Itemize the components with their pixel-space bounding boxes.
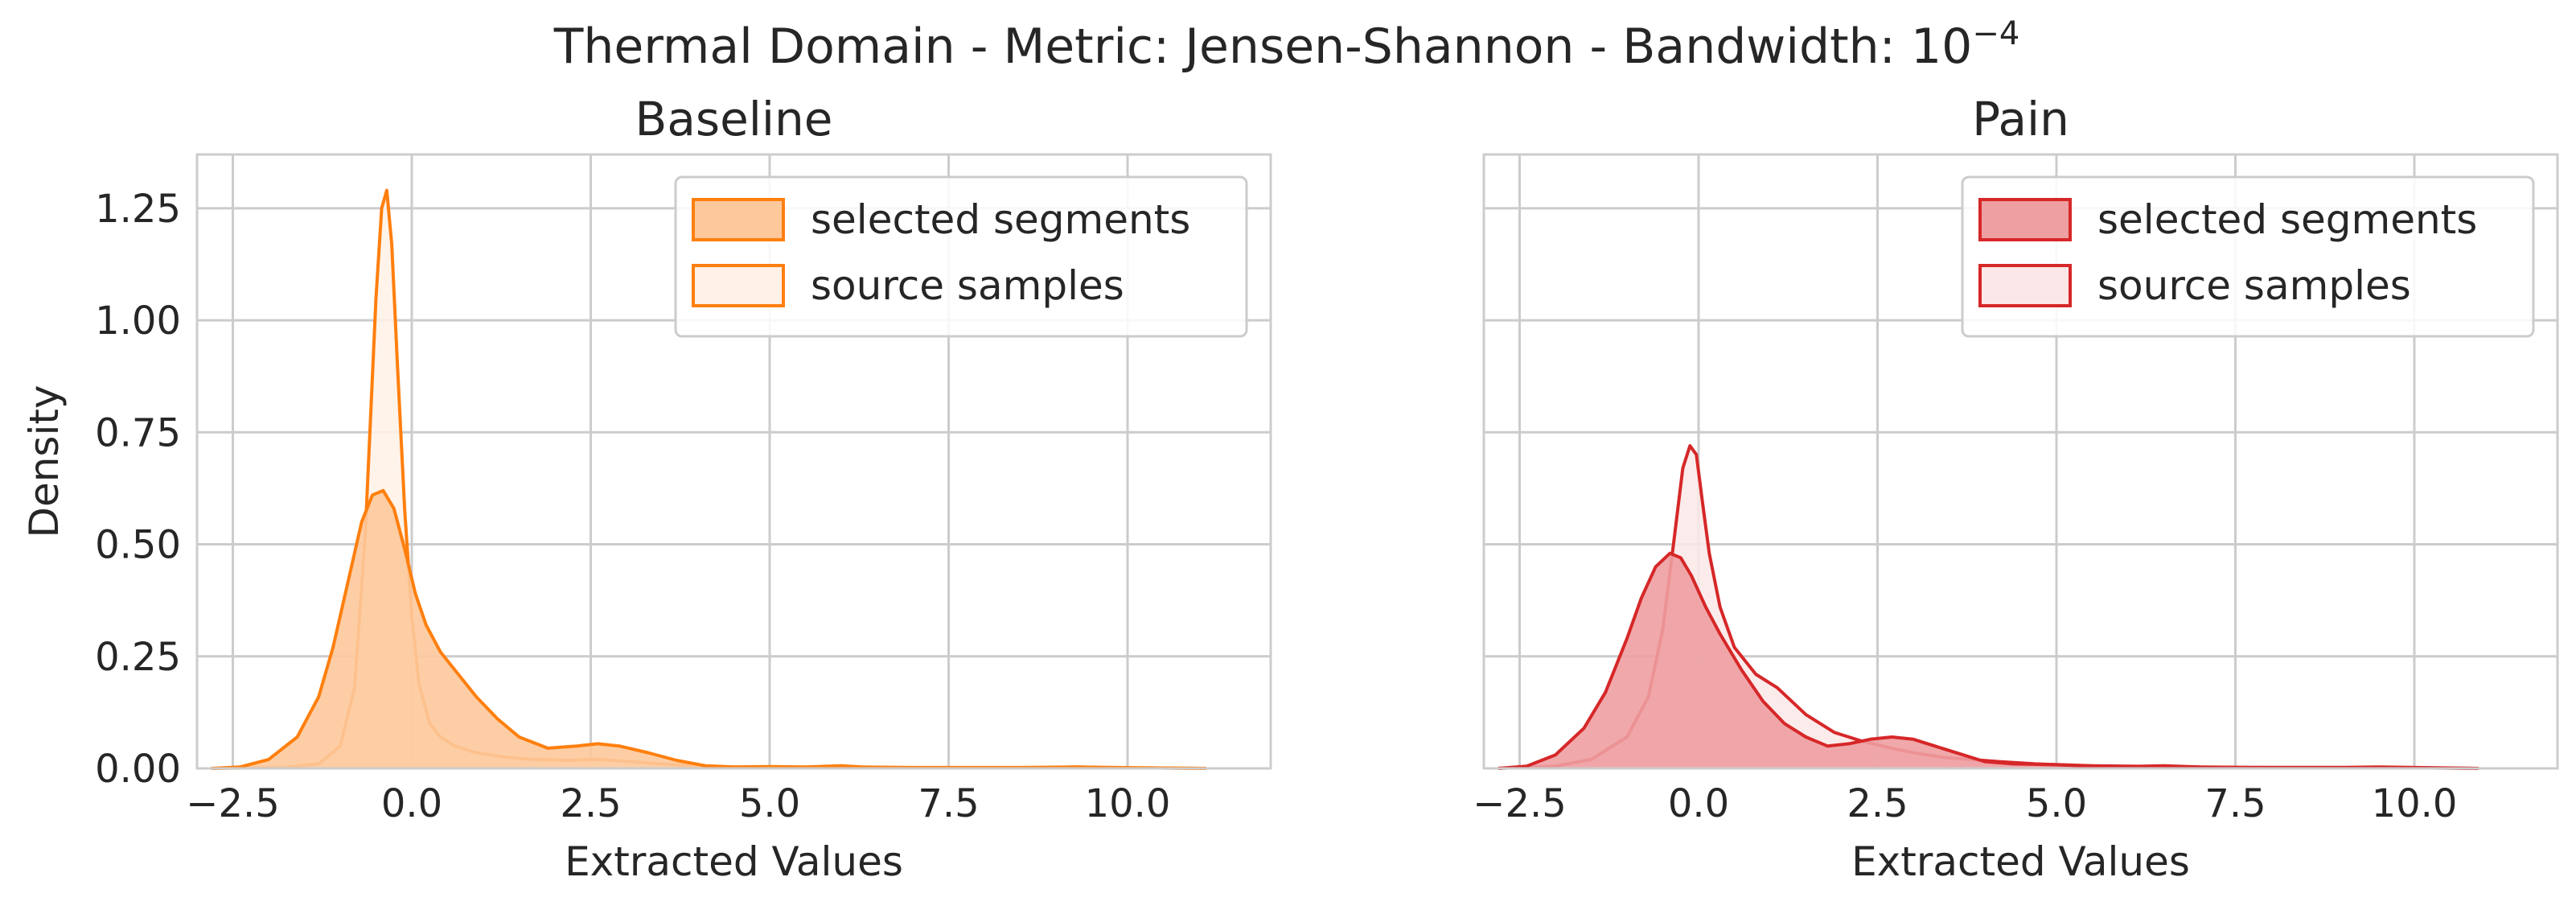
legend-swatch-source-samples bbox=[692, 264, 785, 307]
x-tick-label: 10.0 bbox=[1085, 781, 1171, 826]
panel-pain: −2.5 0.0 2.5 5.0 7.5 10.0 Pain Extracted Values… bbox=[1473, 92, 2559, 885]
legend: selected segments source samples bbox=[674, 175, 1248, 338]
y-tick-label: 1.25 bbox=[95, 187, 181, 232]
legend-box bbox=[1961, 175, 2535, 338]
selected-segments-area bbox=[211, 490, 1206, 768]
y-tick-label: 0.50 bbox=[95, 523, 181, 568]
legend-swatch-source-samples bbox=[1978, 264, 2072, 307]
legend-swatch-selected-segments bbox=[692, 198, 785, 241]
x-tick-label: 5.0 bbox=[2026, 781, 2087, 826]
panel-title: Pain bbox=[1972, 92, 2069, 146]
legend-label-source-samples: source samples bbox=[2097, 262, 2411, 309]
x-tick-label: 2.5 bbox=[560, 781, 621, 826]
panel-title: Baseline bbox=[635, 92, 833, 146]
axes-frame bbox=[195, 153, 1272, 770]
x-tick-label: 10.0 bbox=[2372, 781, 2458, 826]
legend-label-selected-segments: selected segments bbox=[2097, 196, 2477, 243]
y-tick-label: 0.00 bbox=[95, 747, 181, 792]
x-tick-label: 2.5 bbox=[1847, 781, 1908, 826]
y-tick-label: 0.25 bbox=[95, 635, 181, 680]
x-tick-label: 0.0 bbox=[381, 781, 442, 826]
y-tick-label: 0.75 bbox=[95, 410, 181, 455]
x-tick-label: 7.5 bbox=[918, 781, 979, 826]
legend-swatch-selected-segments bbox=[1978, 198, 2072, 241]
figure-title: Thermal Domain - Metric: Jensen-Shannon … bbox=[553, 15, 2020, 75]
x-axis-label: Extracted Values bbox=[1851, 838, 2190, 885]
figure-title-main: Thermal Domain - Metric: Jensen-Shannon … bbox=[553, 19, 1973, 75]
selected-segments-line bbox=[1498, 551, 2479, 770]
y-tick-label: 1.00 bbox=[95, 299, 181, 344]
panel-baseline: −2.5 0.0 2.5 5.0 7.5 10.0 0.00 0.25 0.50 0.75 1.00… bbox=[21, 92, 1272, 885]
figure-title-exponent: −4 bbox=[1972, 15, 2019, 52]
legend-box bbox=[674, 175, 1248, 338]
x-tick-label: −2.5 bbox=[1473, 781, 1567, 826]
x-tick-label: 0.0 bbox=[1668, 781, 1729, 826]
x-tick-label: 5.0 bbox=[739, 781, 800, 826]
legend-label-selected-segments: selected segments bbox=[811, 196, 1190, 243]
legend-label-source-samples: source samples bbox=[811, 262, 1124, 309]
x-tick-label: 7.5 bbox=[2204, 781, 2266, 826]
selected-segments-area bbox=[1498, 553, 2479, 768]
axes-frame bbox=[1482, 153, 2559, 770]
y-axis-label: Density bbox=[21, 385, 68, 537]
legend: selected segments source samples bbox=[1961, 175, 2535, 338]
x-tick-label: −2.5 bbox=[186, 781, 280, 826]
x-axis-label: Extracted Values bbox=[565, 838, 903, 885]
